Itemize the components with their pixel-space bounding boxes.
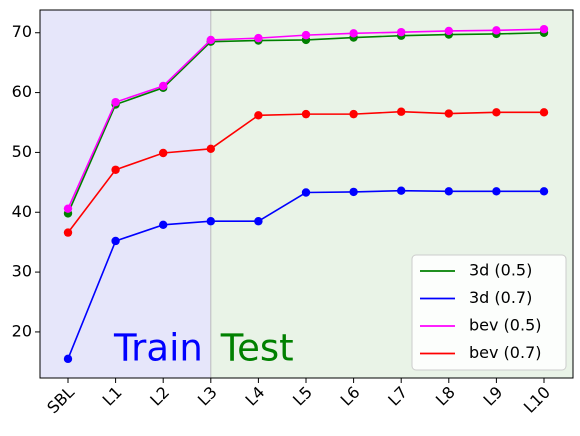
y-tick-label: 40 bbox=[12, 202, 32, 221]
data-point bbox=[206, 144, 215, 154]
data-point bbox=[492, 108, 501, 117]
y-tick-label: 70 bbox=[12, 22, 32, 41]
region-label: Train bbox=[113, 327, 203, 370]
legend-label: bev (0.5) bbox=[469, 316, 541, 335]
data-point bbox=[111, 236, 120, 246]
data-point bbox=[349, 109, 358, 119]
y-tick-label: 20 bbox=[12, 321, 32, 340]
data-point bbox=[444, 26, 453, 36]
data-point bbox=[349, 29, 358, 38]
data-point bbox=[63, 228, 73, 237]
data-point bbox=[111, 165, 120, 174]
x-tick-label: L10 bbox=[520, 383, 554, 417]
data-point bbox=[539, 24, 549, 34]
region bbox=[40, 10, 211, 378]
x-tick-label: L5 bbox=[289, 383, 316, 410]
data-point bbox=[539, 187, 549, 196]
data-point bbox=[206, 35, 215, 45]
data-point bbox=[111, 97, 120, 107]
data-point bbox=[206, 217, 215, 226]
y-tick-label: 30 bbox=[12, 262, 32, 281]
data-point bbox=[301, 109, 311, 119]
legend-label: 3d (0.5) bbox=[469, 261, 532, 280]
data-point bbox=[349, 187, 358, 197]
data-point bbox=[159, 148, 168, 158]
data-point bbox=[159, 220, 168, 230]
data-point bbox=[444, 187, 453, 196]
y-tick-label: 60 bbox=[12, 82, 32, 101]
data-point bbox=[492, 187, 501, 196]
x-tick-label: L2 bbox=[146, 383, 173, 410]
x-tick-label: L6 bbox=[337, 383, 364, 410]
legend-label: bev (0.7) bbox=[469, 343, 541, 362]
data-point bbox=[254, 217, 263, 226]
data-point bbox=[444, 109, 453, 118]
data-point bbox=[63, 354, 73, 364]
data-point bbox=[301, 188, 311, 197]
y-tick-label: 50 bbox=[12, 142, 32, 161]
x-tick-label: L3 bbox=[194, 383, 221, 410]
data-point bbox=[254, 111, 263, 120]
x-tick-label: L4 bbox=[241, 383, 268, 410]
data-point bbox=[397, 107, 406, 116]
data-point bbox=[397, 27, 406, 37]
data-point bbox=[539, 108, 549, 117]
data-point bbox=[159, 81, 168, 91]
x-tick-label: L8 bbox=[432, 383, 459, 410]
x-tick-label: L9 bbox=[479, 383, 506, 410]
x-tick-label: L1 bbox=[99, 383, 126, 410]
x-tick-label: L7 bbox=[384, 383, 411, 410]
data-point bbox=[301, 30, 311, 40]
data-point bbox=[492, 26, 501, 35]
legend-box bbox=[411, 254, 567, 371]
data-point bbox=[254, 33, 263, 43]
legend-label: 3d (0.7) bbox=[469, 288, 532, 307]
data-point bbox=[397, 186, 406, 195]
x-tick-label: SBL bbox=[43, 383, 78, 418]
region-label: Test bbox=[220, 327, 294, 370]
data-point bbox=[63, 204, 73, 213]
